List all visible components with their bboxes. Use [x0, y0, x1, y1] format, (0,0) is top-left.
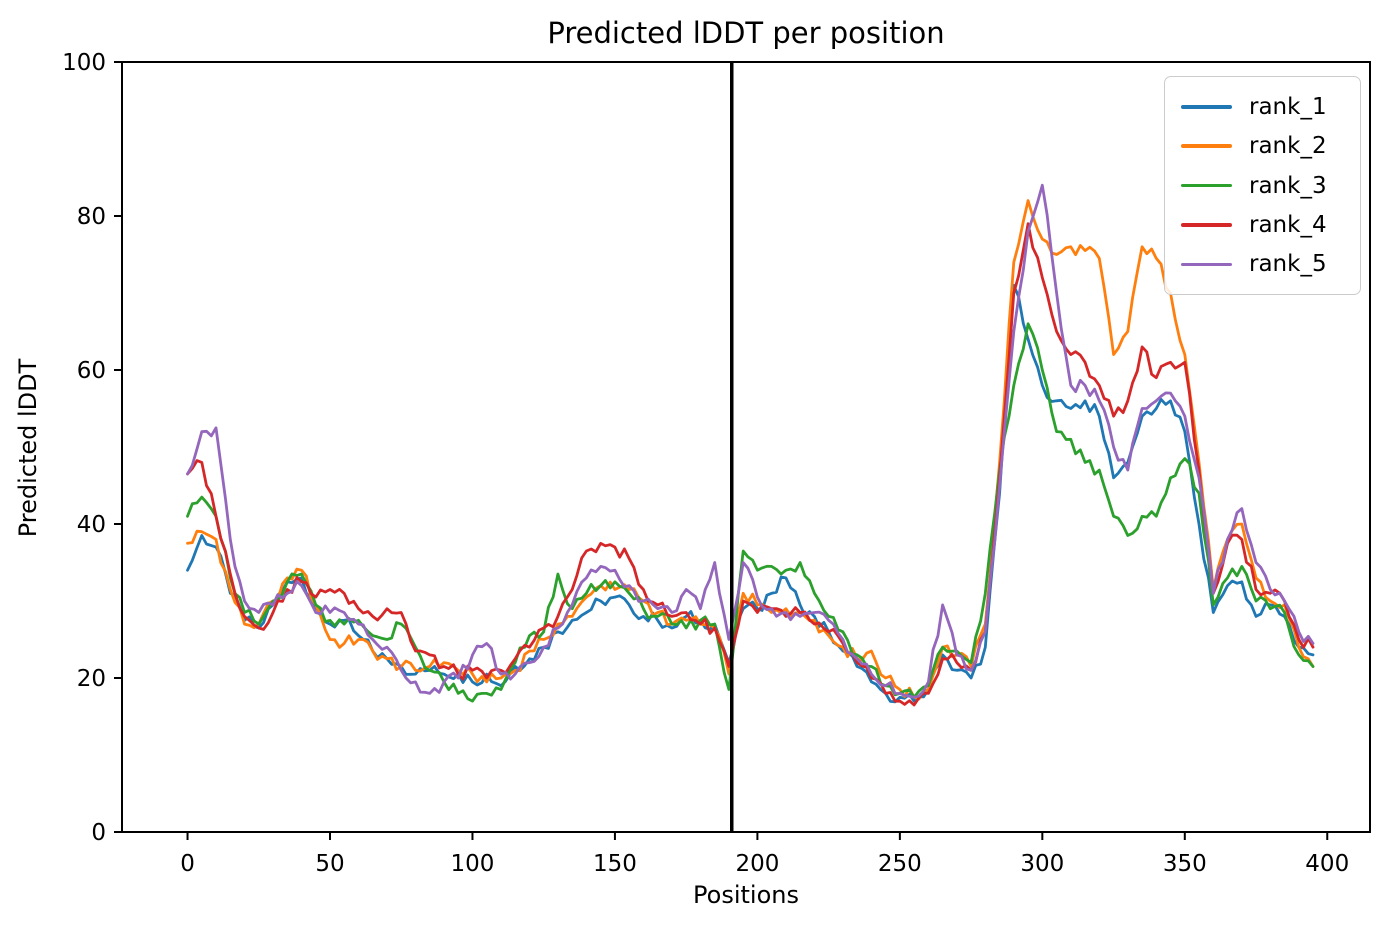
legend-line-sample [1181, 183, 1232, 188]
y-tick-label: 80 [77, 204, 106, 230]
series-group [186, 183, 1315, 707]
legend-item-rank_1: rank_1 [1181, 87, 1346, 126]
series-line-rank_5 [186, 183, 1315, 699]
x-tick-label: 100 [451, 851, 495, 877]
legend-label: rank_4 [1249, 211, 1327, 238]
x-tick-label: 250 [878, 851, 922, 877]
legend-line-sample [1181, 262, 1232, 267]
legend-label: rank_1 [1249, 93, 1327, 120]
y-tick-label: 20 [77, 666, 106, 692]
x-axis-label: Positions [693, 881, 799, 909]
x-tick-label: 0 [180, 851, 195, 877]
y-tick-label: 60 [77, 358, 106, 384]
legend-line-sample [1181, 104, 1232, 109]
x-tick-label: 200 [735, 851, 779, 877]
legend-line-sample [1181, 144, 1232, 148]
series-line-rank_4 [186, 222, 1315, 707]
series-line-rank_2 [186, 199, 1315, 701]
y-axis-label: Predicted lDDT [14, 358, 42, 538]
legend-label: rank_3 [1249, 172, 1327, 199]
legend-label: rank_5 [1249, 251, 1327, 278]
x-tick-label: 150 [593, 851, 637, 877]
y-tick-label: 100 [62, 50, 106, 76]
legend-label: rank_2 [1249, 133, 1327, 160]
chart-title: Predicted lDDT per position [547, 16, 945, 50]
legend-item-rank_3: rank_3 [1181, 166, 1346, 205]
legend-item-rank_4: rank_4 [1181, 205, 1346, 244]
x-tick-label: 400 [1305, 851, 1349, 877]
y-tick-label: 40 [77, 512, 106, 538]
legend-item-rank_2: rank_2 [1181, 126, 1346, 165]
x-tick-label: 50 [315, 851, 344, 877]
axes-frame [121, 61, 1371, 833]
legend-line-sample [1181, 223, 1232, 227]
x-tick-label: 350 [1163, 851, 1207, 877]
legend: rank_1 rank_2 rank_3 rank_4 rank_5 [1164, 76, 1361, 295]
series-line-rank_3 [186, 322, 1315, 703]
y-tick-label: 0 [91, 820, 106, 846]
x-tick-label: 300 [1020, 851, 1064, 877]
legend-item-rank_5: rank_5 [1181, 245, 1346, 284]
